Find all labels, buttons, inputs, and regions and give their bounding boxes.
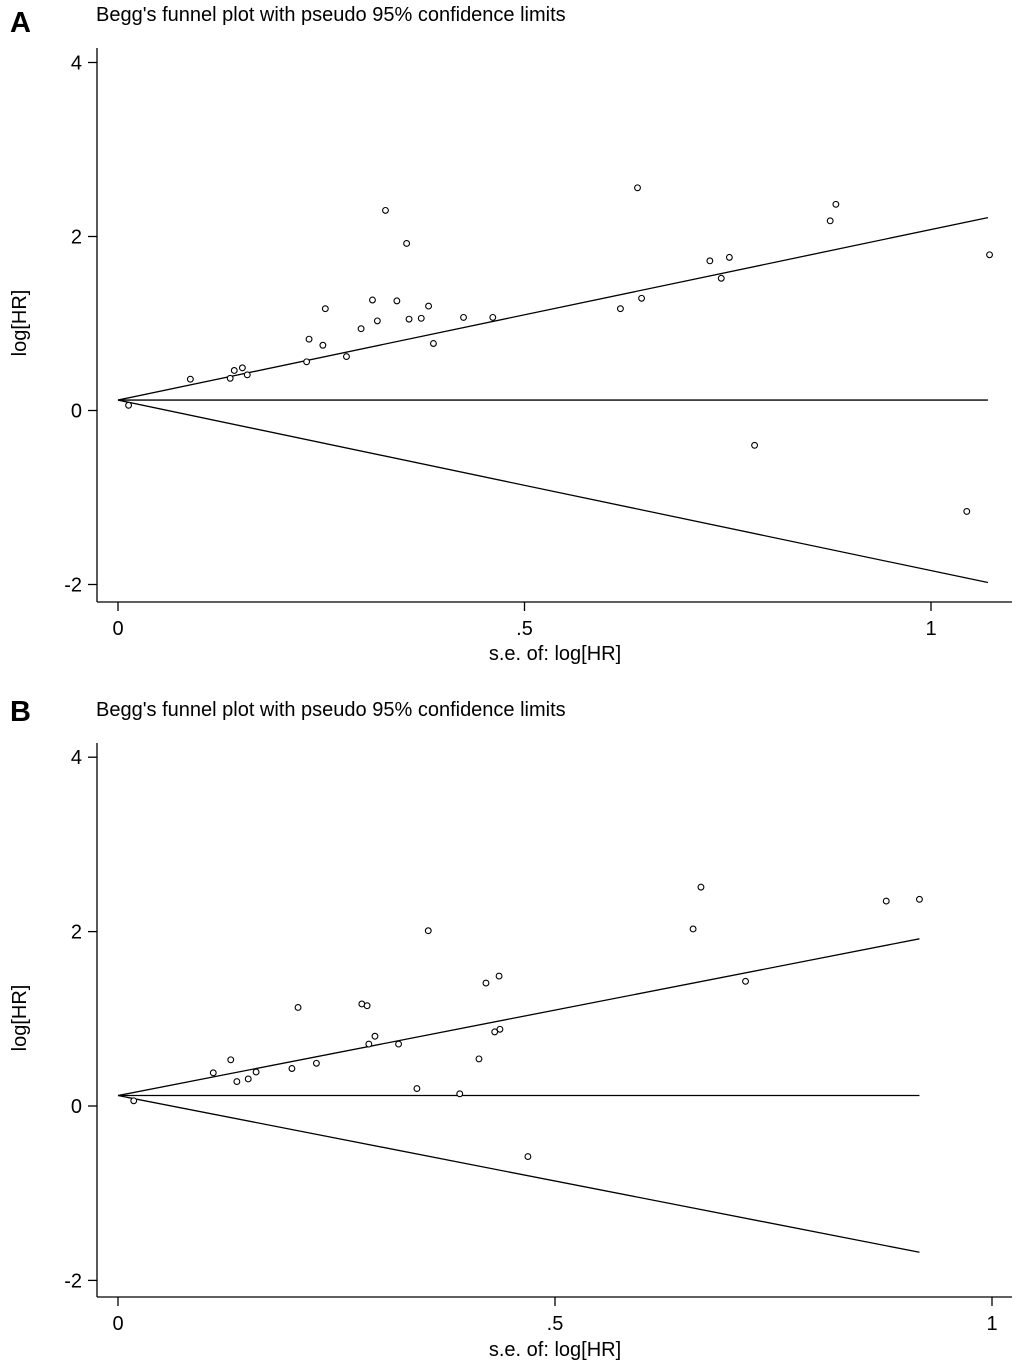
data-point: [371, 1032, 379, 1040]
data-point: [689, 925, 697, 933]
y-tick-label: 2: [71, 227, 82, 249]
lower-confidence-limit-line: [117, 399, 989, 584]
y-tick-label: -2: [64, 1270, 82, 1292]
x-tick-label: 0: [112, 1313, 123, 1335]
panel-b: B Begg's funnel plot with pseudo 95% con…: [9, 696, 1012, 1361]
data-points: [130, 883, 923, 1161]
data-point: [475, 1055, 483, 1063]
data-point: [227, 1056, 235, 1064]
data-point: [417, 314, 425, 322]
data-point: [706, 257, 714, 265]
data-point: [425, 302, 433, 310]
data-point: [882, 897, 890, 905]
data-point: [294, 1004, 302, 1011]
data-points: [125, 184, 993, 515]
x-axis-label: s.e. of: log[HR]: [489, 643, 621, 665]
data-point: [986, 251, 993, 259]
panel-label: B: [10, 696, 31, 728]
data-point: [963, 507, 971, 515]
y-tick-label: 0: [71, 1096, 82, 1118]
data-point: [616, 305, 624, 313]
data-point: [343, 353, 350, 361]
data-point: [130, 1097, 138, 1105]
data-point: [252, 1068, 260, 1076]
x-tick-label: 1: [925, 618, 936, 640]
data-point: [288, 1065, 296, 1072]
data-point: [125, 401, 133, 409]
panel-label: A: [10, 7, 31, 39]
y-tick-label: -2: [64, 575, 82, 597]
data-point: [230, 367, 238, 374]
data-point: [303, 358, 311, 366]
data-point: [312, 1059, 320, 1067]
data-point: [424, 927, 432, 935]
x-tick-label: 1: [986, 1313, 997, 1335]
data-point: [832, 200, 840, 208]
x-tick-label: 0: [112, 618, 123, 640]
data-point: [489, 313, 497, 321]
data-point: [742, 977, 749, 985]
x-tick-label: .5: [547, 1313, 564, 1335]
data-point: [725, 253, 733, 261]
y-tick-label: 4: [71, 747, 82, 769]
upper-confidence-limit-line: [117, 216, 989, 401]
data-point: [369, 296, 376, 304]
data-point: [363, 1002, 371, 1010]
data-point: [717, 274, 725, 282]
data-point: [495, 972, 503, 980]
data-point: [403, 240, 411, 247]
data-point: [305, 335, 313, 343]
data-point: [243, 371, 251, 379]
data-point: [429, 340, 437, 347]
y-axis-ticks: -2 0 2 4: [64, 747, 97, 1292]
lower-confidence-limit-line: [117, 1094, 920, 1253]
data-point: [916, 895, 923, 903]
y-tick-label: 0: [71, 401, 82, 423]
x-axis-ticks: 0.5 1: [112, 1297, 998, 1335]
data-point: [321, 305, 329, 313]
data-point: [373, 317, 381, 325]
x-tick-label: .5: [516, 618, 533, 640]
x-axis-ticks: 0.5 1: [112, 602, 937, 640]
data-point: [634, 184, 641, 192]
data-point: [393, 297, 401, 305]
panel-a: A Begg's funnel plot with pseudo 95% con…: [9, 4, 1012, 665]
data-point: [496, 1025, 504, 1033]
data-point: [186, 375, 194, 383]
data-point: [524, 1153, 532, 1161]
data-point: [638, 294, 646, 302]
data-point: [751, 441, 759, 449]
y-tick-label: 4: [71, 53, 82, 75]
data-point: [319, 341, 327, 349]
data-point: [482, 979, 490, 987]
data-point: [456, 1090, 464, 1098]
data-point: [460, 313, 467, 321]
data-point: [491, 1028, 499, 1036]
data-point: [244, 1075, 252, 1083]
y-axis-ticks: -2 0 2 4: [64, 53, 97, 597]
chart-title: Begg's funnel plot with pseudo 95% confi…: [96, 699, 566, 721]
data-point: [413, 1085, 421, 1093]
x-axis-label: s.e. of: log[HR]: [489, 1339, 621, 1361]
data-point: [365, 1040, 373, 1048]
data-point: [382, 206, 389, 214]
data-point: [826, 217, 834, 225]
data-point: [405, 315, 413, 323]
upper-confidence-limit-line: [117, 938, 920, 1097]
data-point: [238, 364, 246, 372]
data-point: [357, 325, 365, 333]
data-point: [226, 374, 234, 382]
y-axis-label: log[HR]: [9, 290, 31, 357]
data-point: [697, 883, 705, 891]
data-point: [233, 1078, 241, 1086]
y-tick-label: 2: [71, 922, 82, 944]
y-axis-label: log[HR]: [9, 985, 31, 1052]
data-point: [395, 1040, 403, 1048]
data-point: [209, 1069, 217, 1077]
chart-title: Begg's funnel plot with pseudo 95% confi…: [96, 4, 566, 26]
